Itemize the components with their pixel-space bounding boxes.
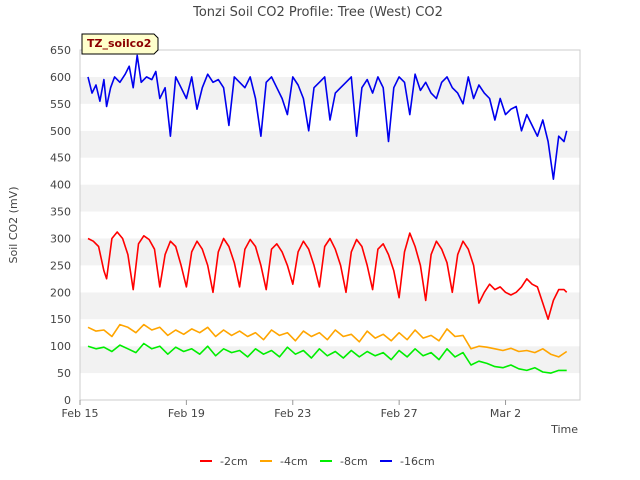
y-axis-label: Soil CO2 (mV): [7, 187, 20, 264]
y-tick-label: 500: [50, 125, 71, 138]
legend-label: -2cm: [220, 455, 248, 468]
chart-title: Tonzi Soil CO2 Profile: Tree (West) CO2: [192, 5, 443, 20]
series-line-minus-8cm: [87, 342, 567, 374]
grid-band: [80, 373, 580, 400]
legend-item: -8cm: [320, 455, 368, 468]
y-tick-label: 350: [50, 206, 71, 219]
x-tick-label: Feb 15: [62, 407, 99, 420]
y-tick-label: 250: [50, 259, 71, 272]
y-tick-label: 0: [64, 394, 71, 407]
series-line-minus-2cm: [87, 231, 568, 321]
legend-item: -2cm: [200, 455, 248, 468]
series-lines: [87, 54, 568, 374]
grid-band: [80, 292, 580, 320]
x-tick-label: Mar 2: [490, 407, 521, 420]
y-tick-label: 100: [50, 340, 71, 353]
x-tick-label: Feb 19: [168, 407, 205, 420]
legend-label: -16cm: [400, 455, 435, 468]
grid-band: [80, 50, 580, 77]
tz-tag[interactable]: TZ_soilco2: [81, 33, 159, 55]
y-tick-label: 400: [50, 179, 71, 192]
grid-band: [80, 265, 580, 293]
legend: -2cm -4cm -8cm -16cm: [200, 455, 435, 468]
grid-bands: [80, 50, 580, 400]
y-tick-label: 150: [50, 313, 71, 326]
grid-band: [80, 184, 580, 212]
tz-tag-label: TZ_soilco2: [87, 37, 151, 50]
y-axis-ticks: 0 50 100 150 200 250 300 350 400 450 500 550 600 650: [50, 44, 71, 407]
x-axis-ticks: Feb 15 Feb 19 Feb 23 Feb 27 Mar 2: [62, 400, 521, 420]
y-tick-label: 600: [50, 71, 71, 84]
plot-frame: [79, 49, 581, 401]
y-tick-label: 200: [50, 286, 71, 299]
grid-band: [80, 211, 580, 239]
y-tick-label: 450: [50, 152, 71, 165]
grid-band: [80, 319, 580, 347]
x-axis-label: Time: [550, 423, 578, 436]
series-line-minus-16cm: [87, 54, 568, 180]
grid-band: [80, 76, 580, 104]
y-tick-label: 300: [50, 232, 71, 245]
y-tick-label: 50: [57, 367, 71, 380]
legend-item: -4cm: [260, 455, 308, 468]
legend-label: -4cm: [280, 455, 308, 468]
series-line-minus-4cm: [87, 323, 568, 358]
legend-item: -16cm: [380, 455, 435, 468]
legend-label: -8cm: [340, 455, 368, 468]
grid-band: [80, 130, 580, 158]
grid-band: [80, 157, 580, 185]
x-tick-label: Feb 27: [381, 407, 418, 420]
y-tick-label: 650: [50, 44, 71, 57]
y-tick-label: 550: [50, 98, 71, 111]
x-tick-label: Feb 23: [274, 407, 311, 420]
